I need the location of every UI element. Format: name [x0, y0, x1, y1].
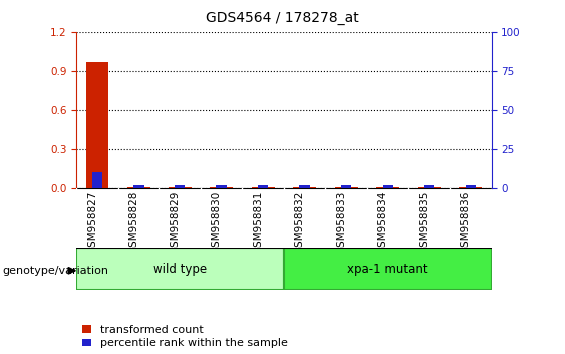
Bar: [335, 187, 358, 188]
Bar: [284, 248, 492, 290]
Bar: [86, 62, 108, 188]
Bar: [216, 185, 227, 188]
Bar: [293, 187, 316, 188]
Text: GDS4564 / 178278_at: GDS4564 / 178278_at: [206, 11, 359, 25]
Text: wild type: wild type: [153, 263, 207, 275]
Bar: [210, 187, 233, 188]
Bar: [383, 185, 393, 188]
Bar: [169, 187, 192, 188]
Text: GSM958831: GSM958831: [253, 190, 263, 254]
Bar: [341, 185, 351, 188]
Bar: [459, 187, 482, 188]
Text: GSM958830: GSM958830: [212, 190, 221, 254]
Bar: [175, 185, 185, 188]
Text: genotype/variation: genotype/variation: [3, 266, 109, 276]
Bar: [76, 248, 284, 290]
Text: GSM958834: GSM958834: [378, 190, 388, 254]
Text: GSM958833: GSM958833: [336, 190, 346, 254]
Bar: [299, 185, 310, 188]
Text: GSM958836: GSM958836: [461, 190, 471, 254]
Text: GSM958827: GSM958827: [87, 190, 97, 254]
Text: GSM958829: GSM958829: [170, 190, 180, 254]
Bar: [127, 187, 150, 188]
Bar: [424, 185, 434, 188]
Bar: [418, 187, 441, 188]
Text: xpa-1 mutant: xpa-1 mutant: [347, 263, 428, 275]
Bar: [376, 187, 399, 188]
Bar: [133, 185, 144, 188]
Legend: transformed count, percentile rank within the sample: transformed count, percentile rank withi…: [82, 325, 288, 348]
Bar: [92, 172, 102, 188]
Bar: [252, 187, 275, 188]
Bar: [466, 185, 476, 188]
Bar: [258, 185, 268, 188]
Text: GSM958828: GSM958828: [129, 190, 138, 254]
Text: GSM958835: GSM958835: [419, 190, 429, 254]
Text: GSM958832: GSM958832: [295, 190, 305, 254]
